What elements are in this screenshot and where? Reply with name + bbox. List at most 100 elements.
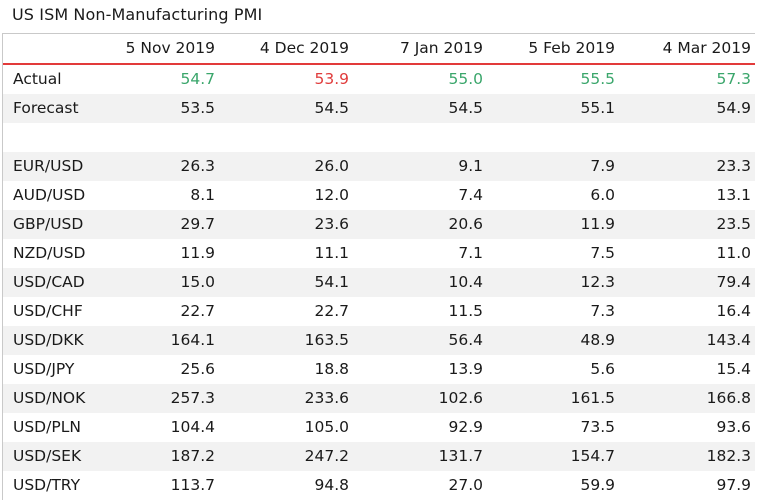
table-cell: 154.7 bbox=[487, 442, 619, 471]
table-cell: 11.5 bbox=[353, 297, 487, 326]
table-cell: 23.5 bbox=[619, 210, 755, 239]
table-cell: 26.3 bbox=[103, 152, 219, 181]
column-header-label bbox=[3, 34, 103, 64]
column-header-date: 5 Feb 2019 bbox=[487, 34, 619, 64]
table-row: USD/SEK 187.2 247.2 131.7 154.7 182.3 bbox=[3, 442, 755, 471]
table-row: AUD/USD 8.1 12.0 7.4 6.0 13.1 bbox=[3, 181, 755, 210]
row-label: USD/PLN bbox=[3, 413, 103, 442]
table-cell: 22.7 bbox=[219, 297, 353, 326]
table-cell: 6.0 bbox=[487, 181, 619, 210]
row-label: NZD/USD bbox=[3, 239, 103, 268]
table-cell: 18.8 bbox=[219, 355, 353, 384]
table-cell: 7.4 bbox=[353, 181, 487, 210]
table-cell: 105.0 bbox=[219, 413, 353, 442]
table-cell: 55.1 bbox=[487, 94, 619, 123]
column-header-date: 5 Nov 2019 bbox=[103, 34, 219, 64]
table-cell: 16.4 bbox=[619, 297, 755, 326]
data-table-container: 5 Nov 2019 4 Dec 2019 7 Jan 2019 5 Feb 2… bbox=[2, 33, 755, 500]
row-label bbox=[3, 123, 103, 152]
table-row: Actual 54.7 53.9 55.0 55.5 57.3 bbox=[3, 64, 755, 94]
table-cell: 233.6 bbox=[219, 384, 353, 413]
table-cell: 48.9 bbox=[487, 326, 619, 355]
table-cell bbox=[103, 123, 219, 152]
table-cell: 92.9 bbox=[353, 413, 487, 442]
table-cell: 54.7 bbox=[103, 64, 219, 94]
table-cell: 55.5 bbox=[487, 64, 619, 94]
table-cell: 53.9 bbox=[219, 64, 353, 94]
table-row: EUR/USD 26.3 26.0 9.1 7.9 23.3 bbox=[3, 152, 755, 181]
table-cell: 8.1 bbox=[103, 181, 219, 210]
table-cell: 11.9 bbox=[103, 239, 219, 268]
table-cell: 7.9 bbox=[487, 152, 619, 181]
table-cell bbox=[219, 123, 353, 152]
table-cell: 7.1 bbox=[353, 239, 487, 268]
table-cell: 55.0 bbox=[353, 64, 487, 94]
table-cell: 7.3 bbox=[487, 297, 619, 326]
table-cell: 13.9 bbox=[353, 355, 487, 384]
table-cell: 104.4 bbox=[103, 413, 219, 442]
table-cell: 247.2 bbox=[219, 442, 353, 471]
row-label: Forecast bbox=[3, 94, 103, 123]
table-cell: 164.1 bbox=[103, 326, 219, 355]
table-row: USD/CAD 15.0 54.1 10.4 12.3 79.4 bbox=[3, 268, 755, 297]
table-cell: 7.5 bbox=[487, 239, 619, 268]
table-cell: 79.4 bbox=[619, 268, 755, 297]
table-cell: 11.1 bbox=[219, 239, 353, 268]
column-header-date: 4 Dec 2019 bbox=[219, 34, 353, 64]
table-cell: 11.9 bbox=[487, 210, 619, 239]
table-row: USD/NOK 257.3 233.6 102.6 161.5 166.8 bbox=[3, 384, 755, 413]
table-row: USD/JPY 25.6 18.8 13.9 5.6 15.4 bbox=[3, 355, 755, 384]
table-cell: 12.0 bbox=[219, 181, 353, 210]
table-cell bbox=[619, 123, 755, 152]
table-row: GBP/USD 29.7 23.6 20.6 11.9 23.5 bbox=[3, 210, 755, 239]
table-row: USD/TRY 113.7 94.8 27.0 59.9 97.9 bbox=[3, 471, 755, 500]
table-cell: 54.5 bbox=[219, 94, 353, 123]
table-cell: 9.1 bbox=[353, 152, 487, 181]
row-label: USD/NOK bbox=[3, 384, 103, 413]
table-cell: 22.7 bbox=[103, 297, 219, 326]
table-cell: 15.0 bbox=[103, 268, 219, 297]
table-title: US ISM Non-Manufacturing PMI bbox=[12, 5, 263, 24]
table-cell: 13.1 bbox=[619, 181, 755, 210]
table-row: Forecast 53.5 54.5 54.5 55.1 54.9 bbox=[3, 94, 755, 123]
column-header-date: 7 Jan 2019 bbox=[353, 34, 487, 64]
table-cell: 93.6 bbox=[619, 413, 755, 442]
row-label: USD/SEK bbox=[3, 442, 103, 471]
table-cell: 54.1 bbox=[219, 268, 353, 297]
table-cell: 59.9 bbox=[487, 471, 619, 500]
table-row: NZD/USD 11.9 11.1 7.1 7.5 11.0 bbox=[3, 239, 755, 268]
table-cell: 54.9 bbox=[619, 94, 755, 123]
table-cell: 54.5 bbox=[353, 94, 487, 123]
column-header-date: 4 Mar 2019 bbox=[619, 34, 755, 64]
table-cell: 5.6 bbox=[487, 355, 619, 384]
row-label: EUR/USD bbox=[3, 152, 103, 181]
table-cell: 161.5 bbox=[487, 384, 619, 413]
row-label: USD/CAD bbox=[3, 268, 103, 297]
table-cell bbox=[487, 123, 619, 152]
row-label: USD/DKK bbox=[3, 326, 103, 355]
table-cell: 187.2 bbox=[103, 442, 219, 471]
table-cell: 73.5 bbox=[487, 413, 619, 442]
table-cell: 26.0 bbox=[219, 152, 353, 181]
table-row: USD/CHF 22.7 22.7 11.5 7.3 16.4 bbox=[3, 297, 755, 326]
table-cell: 182.3 bbox=[619, 442, 755, 471]
table-cell: 12.3 bbox=[487, 268, 619, 297]
table-cell: 113.7 bbox=[103, 471, 219, 500]
table-cell: 94.8 bbox=[219, 471, 353, 500]
table-cell: 57.3 bbox=[619, 64, 755, 94]
table-cell: 163.5 bbox=[219, 326, 353, 355]
row-label: USD/JPY bbox=[3, 355, 103, 384]
table-cell: 10.4 bbox=[353, 268, 487, 297]
table-cell: 131.7 bbox=[353, 442, 487, 471]
table-cell: 23.3 bbox=[619, 152, 755, 181]
row-label: USD/CHF bbox=[3, 297, 103, 326]
table-cell: 11.0 bbox=[619, 239, 755, 268]
table-row bbox=[3, 123, 755, 152]
table-cell bbox=[353, 123, 487, 152]
table-body: Actual 54.7 53.9 55.0 55.5 57.3 Forecast 53.5 54… bbox=[3, 64, 755, 500]
row-label: AUD/USD bbox=[3, 181, 103, 210]
table-cell: 23.6 bbox=[219, 210, 353, 239]
header-row: 5 Nov 2019 4 Dec 2019 7 Jan 2019 5 Feb 2… bbox=[3, 34, 755, 64]
table-cell: 27.0 bbox=[353, 471, 487, 500]
row-label: Actual bbox=[3, 64, 103, 94]
